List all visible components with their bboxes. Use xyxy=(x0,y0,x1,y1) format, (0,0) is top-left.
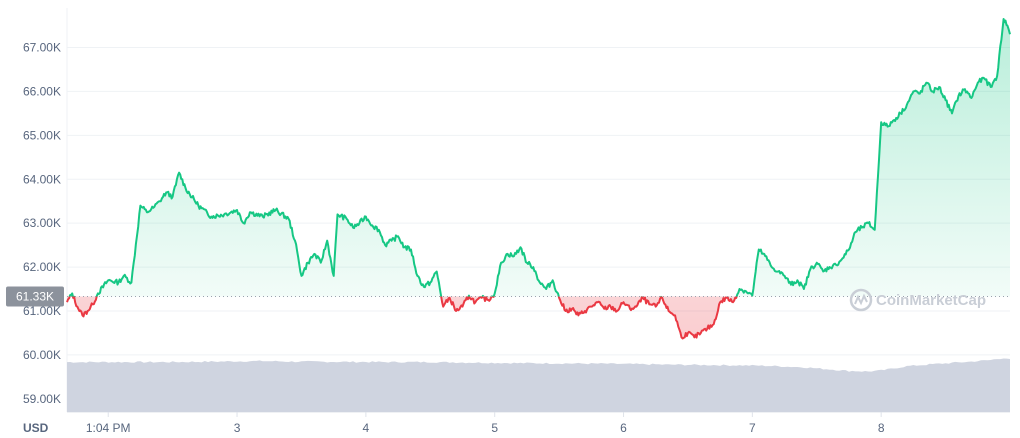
x-tick-label: 3 xyxy=(234,421,241,435)
baseline-marker: 61.33K xyxy=(6,286,1010,307)
coinmarketcap-logo-icon xyxy=(849,288,873,312)
y-tick-label: 61.00K xyxy=(23,304,61,318)
x-tick-label: 1:04 PM xyxy=(86,421,131,435)
watermark-text: CoinMarketCap xyxy=(876,292,986,309)
y-tick-label: 59.00K xyxy=(23,392,61,406)
volume-area xyxy=(67,358,1010,412)
baseline-tag-label: 61.33K xyxy=(16,290,54,304)
x-tick-label: 7 xyxy=(749,421,756,435)
volume-bars xyxy=(67,358,1010,412)
price-line xyxy=(66,18,1011,340)
coinmarketcap-watermark: CoinMarketCap xyxy=(849,288,986,312)
y-tick-label: 60.00K xyxy=(23,348,61,362)
x-tick-label: 5 xyxy=(491,421,498,435)
y-tick-label: 62.00K xyxy=(23,260,61,274)
x-tick-label: 8 xyxy=(878,421,885,435)
price-line-up xyxy=(68,18,1011,297)
currency-label: USD xyxy=(23,421,49,435)
y-tick-label: 63.00K xyxy=(23,216,61,230)
price-fill-up xyxy=(67,19,1010,297)
baseline-tag xyxy=(6,286,64,307)
grid-lines xyxy=(66,8,1010,413)
y-tick-label: 64.00K xyxy=(23,172,61,186)
price-fill-down xyxy=(67,296,737,339)
y-tick-label: 65.00K xyxy=(23,128,61,142)
x-axis: USD 1:04 PM 3 4 5 6 7 8 xyxy=(23,412,885,435)
y-tick-label: 67.00K xyxy=(23,41,61,55)
x-tick-label: 6 xyxy=(620,421,627,435)
price-fill xyxy=(67,19,1010,339)
y-axis: 59.00K 60.00K 61.00K 62.00K 63.00K 64.00K 65.0… xyxy=(23,41,61,406)
x-tick-label: 4 xyxy=(363,421,370,435)
y-tick-label: 66.00K xyxy=(23,84,61,98)
